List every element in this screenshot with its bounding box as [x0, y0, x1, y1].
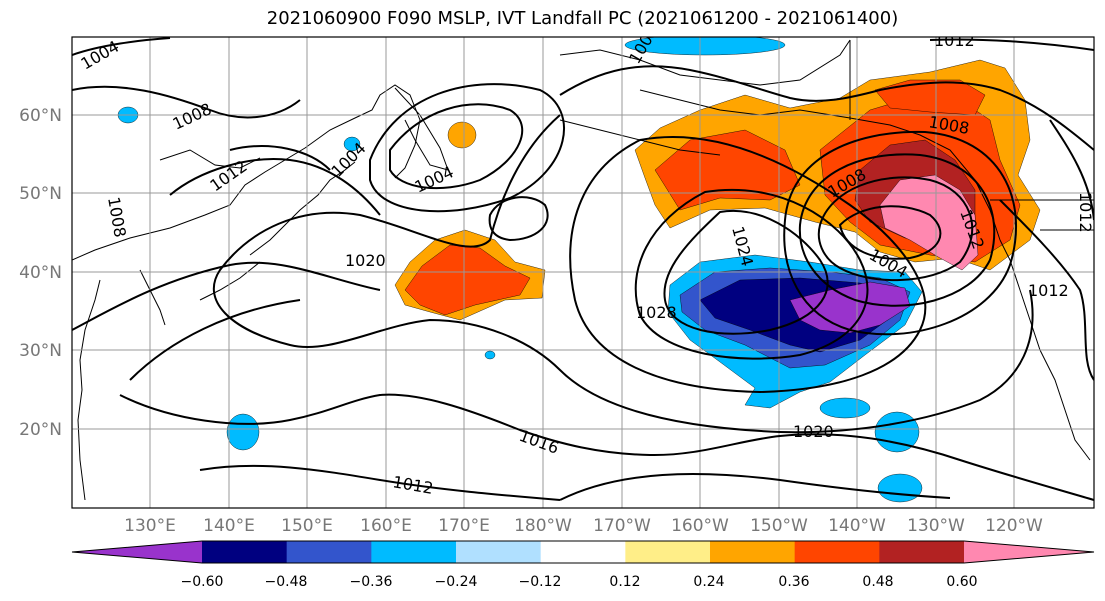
colorbar-segment	[371, 541, 457, 563]
colorbar-segment	[286, 541, 372, 563]
border-us-canada	[849, 40, 1094, 231]
contour-label: 1012	[934, 31, 975, 50]
lat-label: 20°N	[19, 420, 62, 440]
lon-label: 130°E	[124, 516, 176, 536]
graticule	[72, 37, 1094, 508]
colorbar-tick-label: −0.48	[265, 574, 308, 590]
contour-high-ring2	[634, 188, 869, 360]
ivt-negative-spot-okhotsk	[343, 136, 361, 152]
colorbar-segment	[625, 541, 711, 563]
colorbar-tick-labels: −0.60 −0.48 −0.36 −0.24 −0.12 0.12 0.24 …	[181, 574, 978, 590]
contour-low-center	[838, 205, 942, 260]
lon-label: 140°E	[203, 516, 255, 536]
contour-low-ring2	[817, 176, 974, 281]
colorbar-tick-label: 0.12	[609, 574, 640, 590]
contour-label: 1020	[793, 422, 834, 441]
colorbar-segment	[710, 541, 796, 563]
colorbar	[71, 540, 1095, 564]
contour-mid-closed	[488, 196, 549, 242]
ivt-negative-spot-west	[226, 413, 260, 451]
contour-low-ring4	[783, 130, 1018, 336]
colorbar-extend-high	[964, 541, 1094, 563]
colorbar-segment	[794, 541, 880, 563]
contour-north-alaska	[559, 38, 1094, 151]
ivt-negative-purple	[789, 281, 911, 334]
colorbar-segment	[456, 541, 542, 563]
contour-high-ring3	[569, 136, 927, 394]
contour-low-ring3	[798, 153, 996, 307]
lon-label: 160°E	[360, 516, 412, 536]
colorbar-outline	[71, 540, 1095, 564]
ivt-negative-spot-hawaii-a	[819, 397, 871, 419]
coastline-japan	[199, 161, 356, 301]
colorbar-segment	[879, 541, 965, 563]
colorbar-segment	[540, 541, 626, 563]
contour-east-coast	[999, 119, 1094, 381]
ivt-negative-spot-southeast	[877, 473, 923, 503]
colorbar-tick-label: −0.60	[181, 574, 224, 590]
contour-high-ring4	[213, 114, 1034, 434]
coastline-korea	[139, 269, 166, 326]
lon-label: 120°W	[985, 516, 1043, 536]
colorbar-tick-label: −0.24	[435, 574, 478, 590]
colorbar-tick-label: 0.48	[862, 574, 893, 590]
contour-1012-south	[199, 464, 951, 501]
lat-label: 60°N	[19, 106, 62, 126]
map-area: 1004 1008 1004 1012 1008 1008 1004 1020 …	[72, 21, 1095, 508]
lat-label: 50°N	[19, 184, 62, 204]
lon-label: 180°W	[514, 516, 572, 536]
ivt-positive-red-gulf	[654, 129, 801, 211]
longitude-labels: 130°E 140°E 150°E 160°E 170°E 180°W 170°…	[124, 516, 1043, 536]
contour-high-center	[663, 209, 829, 335]
map-frame	[71, 36, 1095, 509]
coastline-asia	[72, 84, 421, 501]
lon-label: 130°W	[907, 516, 965, 536]
lon-label: 160°W	[671, 516, 729, 536]
lon-label: 170°W	[593, 516, 651, 536]
lat-label: 40°N	[19, 263, 62, 283]
contour-bering-ring	[369, 83, 565, 213]
contour-northwest	[72, 37, 381, 216]
ivt-positive-red-north	[874, 79, 986, 116]
contour-label: 1012	[1028, 281, 1069, 300]
contour-label: 1008	[385, 21, 426, 40]
colorbar-tick-label: 0.60	[946, 574, 977, 590]
ivt-positive-pink	[879, 174, 979, 271]
contour-label: 1028	[636, 303, 677, 322]
colorbar-tick-label: −0.12	[519, 574, 562, 590]
ivt-positive-spot-kamchatka	[447, 121, 477, 149]
colorbar-segment	[202, 541, 288, 563]
colorbar-tick-label: 0.36	[778, 574, 809, 590]
lon-label: 150°E	[281, 516, 333, 536]
colorbar-extend-low	[72, 541, 202, 563]
ivt-negative-spot-central	[484, 350, 496, 360]
contour-label: 1020	[345, 251, 386, 270]
contour-bering-low	[389, 103, 524, 190]
lat-label: 30°N	[19, 341, 62, 361]
contour-1016	[72, 261, 1094, 501]
map-title: 2021060900 F090 MSLP, IVT Landfall PC (2…	[266, 8, 899, 29]
latitude-labels: 60°N 50°N 40°N 30°N 20°N	[19, 106, 62, 440]
mslp-contours	[72, 37, 1094, 501]
ivt-negative-spot-aleutian	[624, 37, 786, 56]
colorbar-tick-label: 0.24	[693, 574, 724, 590]
lon-label: 150°W	[750, 516, 808, 536]
ivt-positive-red-central	[404, 244, 531, 316]
colorbar-tick-label: −0.36	[350, 574, 393, 590]
contour-label: 1012	[1076, 192, 1095, 233]
lon-label: 140°W	[828, 516, 886, 536]
lon-label: 170°E	[438, 516, 490, 536]
